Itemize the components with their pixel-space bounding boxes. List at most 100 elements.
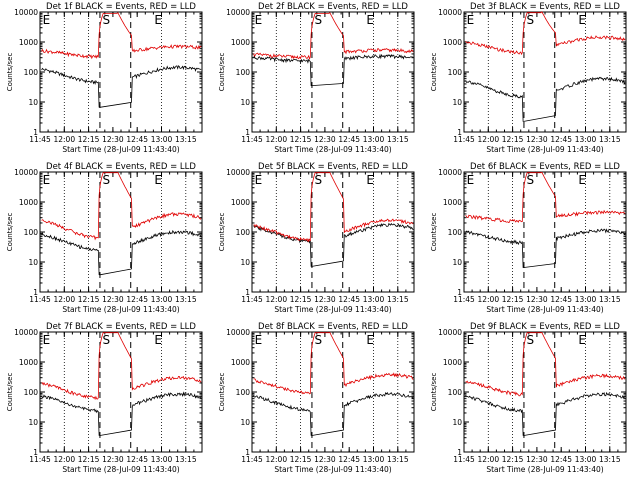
- lld-series-line: [253, 12, 414, 60]
- region-label: E: [43, 13, 51, 27]
- x-tick-label: 12:30: [102, 455, 124, 464]
- y-tick-label: 10000: [438, 8, 462, 17]
- y-tick-label: 1: [457, 448, 462, 457]
- y-tick-label: 10000: [226, 8, 250, 17]
- region-label: E: [467, 333, 475, 347]
- x-tick-label: 12:00: [477, 135, 499, 144]
- y-tick-label: 10: [28, 258, 38, 267]
- region-label: E: [366, 13, 374, 27]
- x-axis-label: Start Time (28-Jul-09 11:43:40): [274, 145, 391, 154]
- y-tick-label: 10000: [226, 328, 250, 337]
- chart-panel-5: Det 5f BLACK = Events, RED = LLD 1 10 100 10…: [218, 162, 415, 314]
- y-tick-label: 1: [245, 288, 250, 297]
- region-label: E: [467, 173, 475, 187]
- y-axis-label: Counts/sec: [218, 53, 226, 92]
- lld-series-line: [253, 332, 414, 395]
- x-tick-label: 12:15: [78, 135, 100, 144]
- x-tick-label: 13:15: [175, 455, 197, 464]
- chart-panel-8: Det 8f BLACK = Events, RED = LLD 1 10 100 10…: [218, 322, 415, 474]
- y-axis-label: Counts/sec: [6, 213, 14, 252]
- y-tick-label: 1000: [231, 198, 250, 207]
- x-tick-label: 13:15: [599, 295, 621, 304]
- region-label: S: [315, 13, 323, 27]
- x-tick-label: 11:45: [241, 295, 263, 304]
- y-tick-label: 10000: [14, 8, 38, 17]
- y-tick-label: 100: [24, 68, 39, 77]
- x-tick-label: 13:00: [363, 295, 385, 304]
- x-tick-label: 13:00: [363, 135, 385, 144]
- y-tick-label: 100: [448, 228, 463, 237]
- region-label: S: [315, 333, 323, 347]
- x-tick-label: 13:00: [575, 295, 597, 304]
- x-tick-label: 12:00: [53, 295, 75, 304]
- x-axis-label: Start Time (28-Jul-09 11:43:40): [62, 145, 179, 154]
- x-tick-label: 12:30: [526, 135, 548, 144]
- x-tick-label: 12:00: [265, 135, 287, 144]
- x-tick-label: 12:00: [53, 455, 75, 464]
- y-tick-label: 10: [28, 418, 38, 427]
- y-tick-label: 1000: [231, 38, 250, 47]
- y-tick-label: 100: [24, 228, 39, 237]
- lld-series-line: [41, 332, 202, 401]
- x-tick-label: 12:15: [290, 135, 312, 144]
- x-tick-label: 13:00: [575, 455, 597, 464]
- x-tick-label: 13:15: [599, 135, 621, 144]
- x-tick-label: 12:00: [477, 455, 499, 464]
- region-label: S: [527, 13, 535, 27]
- x-tick-label: 12:30: [526, 455, 548, 464]
- x-tick-label: 13:00: [363, 455, 385, 464]
- y-axis-label: Counts/sec: [6, 53, 14, 92]
- region-label: S: [315, 173, 323, 187]
- region-label: E: [366, 333, 374, 347]
- chart-panel-6: Det 6f BLACK = Events, RED = LLD 1 10 100 10…: [430, 162, 627, 314]
- region-label: E: [578, 333, 586, 347]
- y-tick-label: 10000: [226, 168, 250, 177]
- x-tick-label: 12:30: [314, 455, 336, 464]
- lld-series-line: [465, 171, 626, 223]
- x-tick-label: 11:45: [29, 295, 51, 304]
- events-series-line: [465, 76, 626, 122]
- y-tick-label: 100: [24, 388, 39, 397]
- x-tick-label: 12:15: [290, 295, 312, 304]
- chart-panel-7: Det 7f BLACK = Events, RED = LLD 1 10 100 10…: [6, 322, 203, 474]
- x-tick-label: 12:30: [102, 295, 124, 304]
- lld-series-line: [253, 172, 414, 243]
- x-tick-label: 12:30: [526, 295, 548, 304]
- x-tick-label: 12:45: [338, 295, 360, 304]
- x-tick-label: 12:45: [126, 455, 148, 464]
- x-tick-label: 12:00: [265, 295, 287, 304]
- events-series-line: [465, 228, 626, 268]
- x-tick-label: 12:30: [314, 295, 336, 304]
- x-tick-label: 11:45: [453, 135, 475, 144]
- y-tick-label: 1: [457, 128, 462, 137]
- lld-series-line: [465, 10, 626, 56]
- x-tick-label: 12:00: [53, 135, 75, 144]
- y-tick-label: 10: [240, 258, 250, 267]
- chart-panel-4: Det 4f BLACK = Events, RED = LLD 1 10 100 10…: [6, 162, 203, 314]
- y-tick-label: 1000: [443, 38, 462, 47]
- events-series-line: [465, 391, 626, 436]
- region-label: E: [255, 333, 263, 347]
- lld-series-line: [465, 332, 626, 397]
- x-tick-label: 12:15: [78, 455, 100, 464]
- y-axis-label: Counts/sec: [430, 373, 438, 412]
- x-tick-label: 11:45: [241, 455, 263, 464]
- chart-title: Det 2f BLACK = Events, RED = LLD: [258, 2, 408, 12]
- x-tick-label: 12:15: [502, 135, 524, 144]
- region-label: E: [154, 173, 162, 187]
- x-tick-label: 13:15: [599, 455, 621, 464]
- lld-series-line: [41, 12, 202, 60]
- x-tick-label: 12:30: [314, 135, 336, 144]
- chart-panel-2: Det 2f BLACK = Events, RED = LLD 1 10 100 10…: [218, 2, 415, 154]
- region-label: S: [103, 173, 111, 187]
- x-tick-label: 12:45: [126, 135, 148, 144]
- lld-series-line: [41, 172, 202, 241]
- y-tick-label: 10: [452, 258, 462, 267]
- x-tick-label: 12:00: [265, 455, 287, 464]
- x-tick-label: 11:45: [453, 295, 475, 304]
- x-tick-label: 12:45: [550, 455, 572, 464]
- chart-panel-3: Det 3f BLACK = Events, RED = LLD 1 10 100 10…: [430, 2, 627, 154]
- x-axis-label: Start Time (28-Jul-09 11:43:40): [486, 465, 603, 474]
- x-axis-label: Start Time (28-Jul-09 11:43:40): [486, 145, 603, 154]
